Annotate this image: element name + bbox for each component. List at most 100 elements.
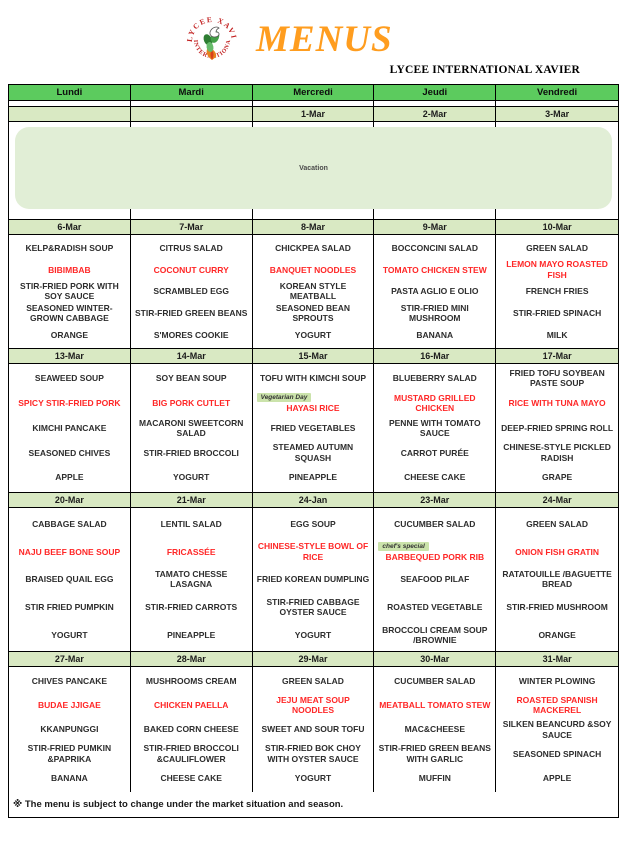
menu-item-label: CHINESE-STYLE PICKLED RADISH (503, 442, 611, 463)
menu-item-label: SPICY STIR-FRIED PORK (18, 398, 121, 409)
menu-day-cell: GREEN SALAD ONION FISH GRATIN RATATOUILLE … (496, 508, 618, 651)
date-cell: 8-Mar (253, 220, 375, 234)
menu-item-label: KIMCHI PANCAKE (32, 422, 107, 433)
menu-item: STIR-FRIED BROCCOLI &CAULIFLOWER (131, 742, 252, 766)
menu-item-label: MUFFIN (418, 772, 451, 783)
date-cell: 31-Mar (542, 654, 572, 664)
menu-item-label: GREEN SALAD (526, 242, 589, 253)
menu-item-label: STIR-FRIED PORK WITH SOY SAUCE (20, 281, 119, 302)
menu-item-label: CABBAGE SALAD (32, 518, 107, 529)
menu-item: RICE WITH TUNA MAYO (496, 391, 618, 416)
day-header-cell: Mercredi (253, 85, 375, 100)
menu-item: COCONUT CURRY (131, 259, 252, 281)
date-cell: 29-Mar (253, 652, 375, 666)
menu-item-label: MILK (546, 329, 568, 340)
menu-item: CHIVES PANCAKE (9, 669, 130, 693)
date-cell: 20-Mar (9, 493, 131, 507)
menu-item-label: STIR-FRIED MUSHROOM (506, 602, 608, 613)
date-cell: 16-Mar (374, 349, 497, 363)
menu-item-label: FRIED VEGETABLES (270, 422, 356, 433)
footer-row: ※ The menu is subject to change under th… (9, 792, 618, 817)
menu-item-label: FRENCH FRIES (525, 286, 589, 297)
menu-item-label: RICE WITH TUNA MAYO (508, 398, 606, 409)
menu-item: SEAFOOD PILAF (374, 566, 495, 594)
menu-item: STIR-FRIED MUSHROOM (496, 593, 618, 621)
menu-item: STIR-FRIED BROCCOLI (131, 440, 252, 465)
menu-item-label: BOCCONCINI SALAD (391, 242, 478, 253)
menu-item-label: S'MORES COOKIE (153, 329, 229, 340)
menu-item-label: STIR-FRIED CARROTS (145, 602, 238, 613)
menu-item: YOGURT (253, 766, 374, 790)
menu-item: MILK (496, 324, 618, 346)
menu-item: BOCCONCINI SALAD (374, 237, 495, 259)
menu-item: LEMON MAYO ROASTED FISH (496, 259, 618, 281)
menu-item: YOGURT (9, 621, 130, 649)
menu-item: PINEAPPLE (131, 621, 252, 649)
menu-item-label: LENTIL SALAD (160, 518, 222, 529)
date-cell: 2-Mar (374, 107, 497, 121)
date-cell: 1-Mar (253, 107, 375, 121)
weeks-container: 6-Mar 7-Mar 8-Mar 9-Mar 10-Mar KELP&RADISH SO… (9, 220, 618, 792)
menu-item: TOMATO CHICKEN STEW (374, 259, 495, 281)
menu-item: PENNE WITH TOMATO SAUCE (374, 416, 495, 441)
menu-item-label: LEMON MAYO ROASTED FISH (506, 259, 608, 280)
menu-item-label: CHEESE CAKE (404, 472, 466, 483)
menu-item-label: KELP&RADISH SOUP (25, 242, 114, 253)
menu-item-label: JEJU MEAT SOUP NOODLES (276, 694, 350, 716)
menu-item: LENTIL SALAD (131, 510, 252, 538)
menu-item: STIR-FRIED GREEN BEANS WITH GARLIC (374, 742, 495, 766)
menu-item-label: BAKED CORN CHEESE (143, 724, 239, 735)
menu-item: ONION FISH GRATIN (496, 538, 618, 566)
menu-item-label: YOGURT (173, 472, 210, 483)
menu-item: YOGURT (253, 621, 374, 649)
menu-item: STIR-FRIED CABBAGE OYSTER SAUCE (253, 593, 374, 621)
menu-item: YOGURT (253, 324, 374, 346)
menu-item: Vegetarian Day HAYASI RICE (253, 391, 374, 416)
menu-item: CUCUMBER SALAD (374, 669, 495, 693)
menu-item: SEASONED SPINACH (496, 742, 618, 766)
menu-item: SOY BEAN SOUP (131, 366, 252, 391)
menu-item: SEASONED BEAN SPROUTS (253, 302, 374, 324)
day-header-cell: Mardi (131, 85, 253, 100)
menu-day-cell: MUSHROOMS CREAM CHICKEN PAELLA BAKED CORN … (131, 667, 253, 792)
menu-item: CHICKEN PAELLA (131, 693, 252, 717)
menu-item-label: SWEET AND SOUR TOFU (261, 724, 365, 735)
day-header-cell: Jeudi (374, 85, 497, 100)
menu-item-label: STIR-FRIED MINI MUSHROOM (400, 302, 469, 324)
menu-item: CHEESE CAKE (131, 766, 252, 790)
menu-item: MEATBALL TOMATO STEW (374, 693, 495, 717)
lycee-xavier-logo: LYCEE XAVIER INTERNATIONAL (180, 3, 241, 68)
menu-item-label: ROASTED VEGETABLE (387, 602, 483, 613)
day-header-cell: Vendredi (537, 87, 578, 98)
menu-item-label: KKANPUNGGI (40, 724, 99, 735)
date-row: 27-Mar 28-Mar 29-Mar 30-Mar 31-Mar (9, 652, 618, 667)
menu-item-label: FRIED KOREAN DUMPLING (256, 574, 370, 585)
menu-disclaimer: ※ The menu is subject to change under th… (13, 799, 344, 810)
school-emblem-icon: LYCEE XAVIER INTERNATIONAL (180, 3, 238, 60)
date-cell: 3-Mar (545, 109, 570, 119)
menu-item-label: MUSHROOMS CREAM (145, 675, 237, 686)
date-cell: 30-Mar (374, 652, 497, 666)
menu-item-label: SEASONED BEAN SPROUTS (275, 302, 351, 324)
menu-item-label: RATATOUILLE /BAGUETTE BREAD (502, 569, 612, 590)
menu-day-cell: FRIED TOFU SOYBEAN PASTE SOUP RICE WITH T… (496, 364, 618, 492)
date-cell: 7-Mar (131, 220, 253, 234)
menu-item-label: SOY BEAN SOUP (155, 373, 227, 384)
menu-item-label: PENNE WITH TOMATO SAUCE (388, 417, 481, 438)
spacer-row (9, 101, 618, 107)
menu-item-label: GRAPE (541, 472, 573, 483)
menu-item-label: BIG PORK CUTLET (152, 398, 231, 409)
first-week-date-row: 1-Mar 2-Mar 3-Mar (9, 107, 618, 122)
menu-day-cell: SEAWEED SOUP SPICY STIR-FRIED PORK KIMCHI … (9, 364, 131, 492)
menu-item: STIR-FRIED GREEN BEANS (131, 302, 252, 324)
menu-item: BLUEBERRY SALAD (374, 366, 495, 391)
menu-day-cell: BOCCONCINI SALAD TOMATO CHICKEN STEW PASTA… (374, 235, 497, 348)
menu-day-cell: CUCUMBER SALAD MEATBALL TOMATO STEW MAC&CH… (374, 667, 497, 792)
school-name: LYCEE INTERNATIONAL XAVIER (389, 64, 580, 76)
page-title: MENUS (256, 19, 393, 60)
menu-item-label: BANANA (50, 772, 88, 783)
menu-item-label: YOGURT (51, 629, 88, 640)
menu-item-label: HAYASI RICE (286, 403, 340, 414)
menu-day-cell: TOFU WITH KIMCHI SOUP Vegetarian Day HAYAS… (253, 364, 375, 492)
menu-item-label: YOGURT (294, 329, 332, 340)
